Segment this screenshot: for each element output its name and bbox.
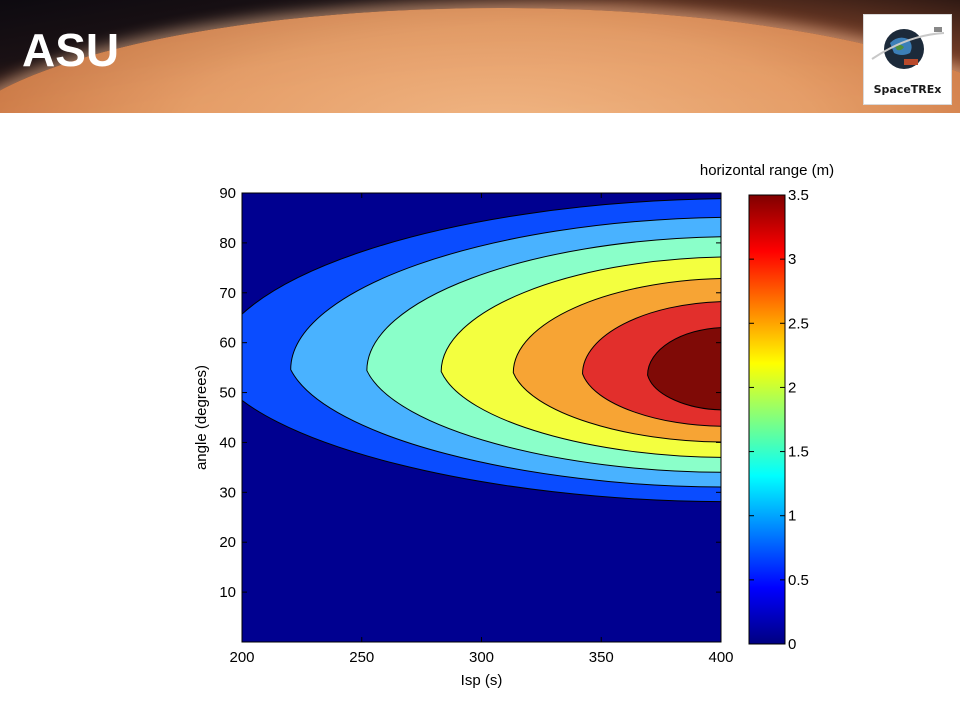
- colorbar-tick-label: 1: [788, 508, 796, 525]
- y-axis-label: angle (degrees): [193, 365, 210, 470]
- contour-fills: [242, 198, 721, 503]
- x-tick-label: 300: [469, 649, 494, 666]
- colorbar-tick-label: 3: [788, 251, 796, 268]
- y-tick-label: 20: [219, 534, 236, 551]
- header-banner: ASU SpaceTREx: [0, 0, 960, 113]
- y-tick-label: 40: [219, 434, 236, 451]
- colorbar-tick-label: 2.5: [788, 315, 809, 332]
- x-tick-label: 400: [708, 649, 733, 666]
- contour-region-7: [647, 327, 721, 411]
- x-tick-label: 200: [229, 649, 254, 666]
- y-tick-label: 60: [219, 335, 236, 352]
- x-tick-label: 350: [589, 649, 614, 666]
- y-tick-label: 10: [219, 584, 236, 601]
- colorbar: [748, 194, 786, 645]
- x-tick-label: 250: [349, 649, 374, 666]
- y-tick-label: 90: [219, 185, 236, 202]
- y-tick-label: 70: [219, 285, 236, 302]
- svg-text:ASU: ASU: [22, 26, 119, 70]
- globe-icon: [871, 27, 945, 69]
- spacetrex-logo: SpaceTREx: [863, 14, 952, 105]
- colorbar-label: horizontal range (m): [700, 162, 834, 179]
- y-tick-label: 80: [219, 235, 236, 252]
- y-tick-label: 50: [219, 385, 236, 402]
- colorbar-tick-label: 3.5: [788, 187, 809, 204]
- colorbar-tick-label: 2: [788, 379, 796, 396]
- colorbar-tick-label: 0: [788, 636, 796, 653]
- colorbar-tick-label: 1.5: [788, 444, 809, 461]
- x-axis-label: Isp (s): [461, 672, 503, 689]
- y-tick-label: 30: [219, 484, 236, 501]
- spacetrex-logo-text: SpaceTREx: [873, 83, 942, 96]
- colorbar-tick-label: 0.5: [788, 572, 809, 589]
- asu-logo: ASU: [22, 26, 119, 70]
